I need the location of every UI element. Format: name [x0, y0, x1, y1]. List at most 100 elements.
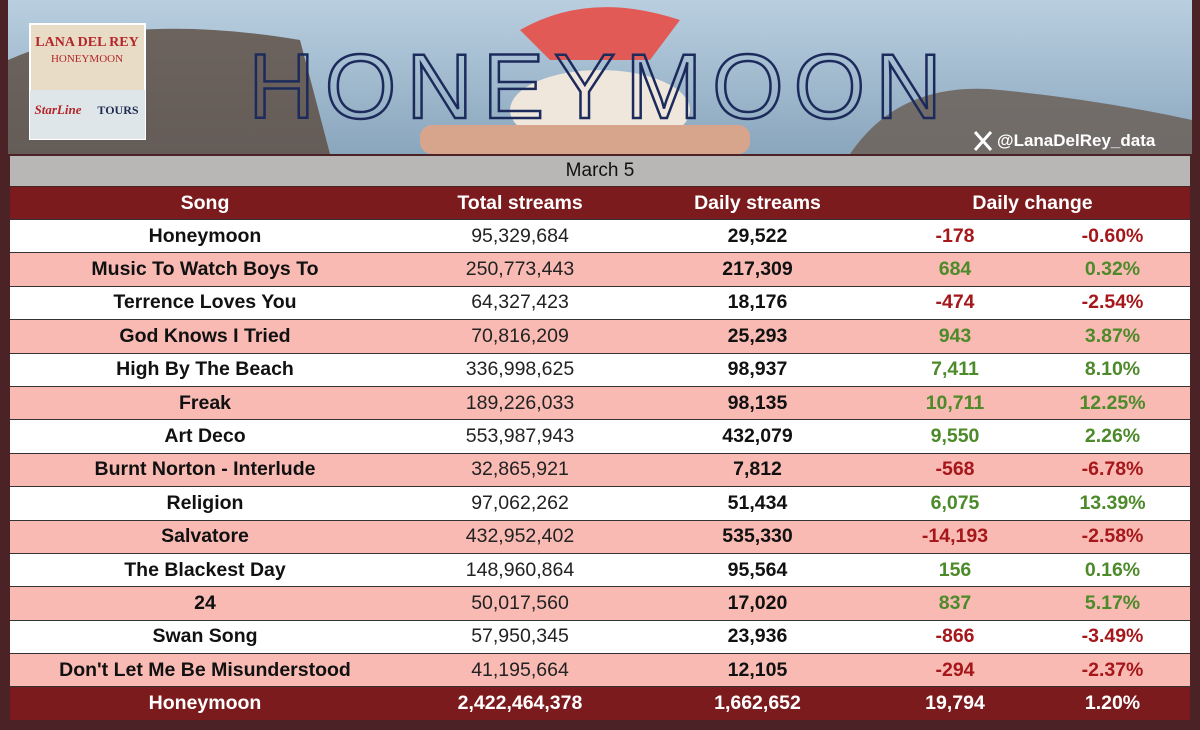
total-cell: 19,794 — [875, 686, 1035, 720]
cell: 17,020 — [640, 586, 875, 621]
cell: God Knows I Tried — [10, 319, 400, 354]
cell: 25,293 — [640, 319, 875, 354]
cell: 684 — [875, 252, 1035, 287]
cell: 189,226,033 — [400, 386, 640, 421]
cell: Music To Watch Boys To — [10, 252, 400, 287]
column-header: Daily streams — [640, 187, 875, 220]
hat — [520, 7, 680, 60]
table-row: Honeymoon 95,329,684 29,522 -178 -0.60% — [10, 219, 1191, 254]
table-row: Freak 189,226,033 98,135 10,711 12.25% — [10, 386, 1191, 421]
cell: 6,075 — [875, 486, 1035, 521]
cell: Burnt Norton - Interlude — [10, 453, 400, 488]
cell: High By The Beach — [10, 353, 400, 387]
cell: 7,411 — [875, 353, 1035, 387]
cell: Honeymoon — [10, 219, 400, 254]
cell: -2.54% — [1035, 286, 1191, 321]
cell: 51,434 — [640, 486, 875, 521]
table-row: Religion 97,062,262 51,434 6,075 13.39% — [10, 486, 1191, 521]
cell: 12.25% — [1035, 386, 1191, 421]
cell: 98,937 — [640, 353, 875, 387]
cell: -474 — [875, 286, 1035, 321]
header-row: Song Total streams Daily streams Daily chan… — [10, 187, 1191, 220]
column-header: Total streams — [400, 187, 640, 220]
column-header: Daily change — [875, 187, 1191, 220]
table-row: High By The Beach 336,998,625 98,937 7,411 8… — [10, 353, 1191, 387]
banner: LANA DEL REY HONEYMOON StarLine TOURS HO… — [0, 0, 1200, 156]
cell: Freak — [10, 386, 400, 421]
cell: 41,195,664 — [400, 653, 640, 688]
cell: 553,987,943 — [400, 419, 640, 454]
cell: Swan Song — [10, 620, 400, 655]
cover-artist: LANA DEL REY — [35, 35, 138, 50]
cover-album: HONEYMOON — [51, 53, 123, 65]
cell: 23,936 — [640, 620, 875, 655]
cell: 97,062,262 — [400, 486, 640, 521]
cover-sign: StarLine — [35, 102, 82, 117]
cell: 8.10% — [1035, 353, 1191, 387]
table-row: God Knows I Tried 70,816,209 25,293 943 3.87… — [10, 319, 1191, 354]
cell: 12,105 — [640, 653, 875, 688]
cell: 57,950,345 — [400, 620, 640, 655]
total-row: Honeymoon 2,422,464,378 1,662,652 19,794 1.2… — [10, 686, 1191, 720]
cell: -2.37% — [1035, 653, 1191, 688]
cell: -568 — [875, 453, 1035, 488]
cell: Salvatore — [10, 520, 400, 554]
table-row: Don't Let Me Be Misunderstood 41,195,664 1… — [10, 653, 1191, 688]
cell: 98,135 — [640, 386, 875, 421]
cell: 148,960,864 — [400, 553, 640, 588]
arms — [420, 125, 750, 154]
total-cell: 1.20% — [1035, 686, 1191, 720]
cell: 7,812 — [640, 453, 875, 488]
total-cell: Honeymoon — [10, 686, 400, 720]
cell: 24 — [10, 586, 400, 621]
cover-sign: TOURS — [97, 103, 138, 117]
cell: 18,176 — [640, 286, 875, 321]
cell: -294 — [875, 653, 1035, 688]
cell: 9,550 — [875, 419, 1035, 454]
cell: -6.78% — [1035, 453, 1191, 488]
cell: Art Deco — [10, 419, 400, 454]
cell: 217,309 — [640, 252, 875, 287]
car-seat — [850, 88, 1192, 154]
handle: @LanaDelRey_data — [997, 131, 1156, 150]
cell: -866 — [875, 620, 1035, 655]
cell: 64,327,423 — [400, 286, 640, 321]
table-row: Terrence Loves You 64,327,423 18,176 -474 -2… — [10, 286, 1191, 321]
cell: 432,952,402 — [400, 520, 640, 554]
cell: The Blackest Day — [10, 553, 400, 588]
cell: -178 — [875, 219, 1035, 254]
streams-table: Song Total streams Daily streams Daily chan… — [10, 187, 1191, 720]
table-row: The Blackest Day 148,960,864 95,564 156 0.16… — [10, 553, 1191, 588]
cell: Don't Let Me Be Misunderstood — [10, 653, 400, 688]
cell: 0.32% — [1035, 252, 1191, 287]
cell: 336,998,625 — [400, 353, 640, 387]
cell: 13.39% — [1035, 486, 1191, 521]
table-row: Art Deco 553,987,943 432,079 9,550 2.26% — [10, 419, 1191, 454]
cell: -2.58% — [1035, 520, 1191, 554]
cell: -3.49% — [1035, 620, 1191, 655]
cell: 50,017,560 — [400, 586, 640, 621]
cell: -14,193 — [875, 520, 1035, 554]
cell: Religion — [10, 486, 400, 521]
total-cell: 1,662,652 — [640, 686, 875, 720]
cell: 0.16% — [1035, 553, 1191, 588]
column-header: Song — [10, 187, 400, 220]
cell: -0.60% — [1035, 219, 1191, 254]
cell: 95,329,684 — [400, 219, 640, 254]
cell: 837 — [875, 586, 1035, 621]
x-logo — [973, 131, 993, 151]
cell: 32,865,921 — [400, 453, 640, 488]
cell: 95,564 — [640, 553, 875, 588]
banner-title: HONEYMOON — [248, 36, 951, 138]
cell: 943 — [875, 319, 1035, 354]
cell: 3.87% — [1035, 319, 1191, 354]
table-row: Burnt Norton - Interlude 32,865,921 7,812-… — [10, 453, 1191, 488]
table-row: Swan Song 57,950,345 23,936 -866 -3.49% — [10, 620, 1191, 655]
cell: 156 — [875, 553, 1035, 588]
cover-bus — [30, 90, 145, 139]
date-bar: March 5 — [10, 156, 1190, 186]
cell: Terrence Loves You — [10, 286, 400, 321]
cell: 10,711 — [875, 386, 1035, 421]
table-row: Music To Watch Boys To 250,773,443 217,309… — [10, 252, 1191, 287]
